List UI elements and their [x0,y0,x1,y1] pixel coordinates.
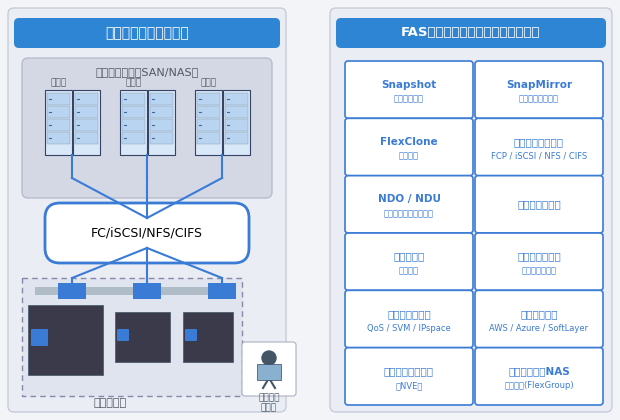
Bar [150,119,173,131]
Bar [150,106,173,118]
Bar [75,93,98,105]
FancyBboxPatch shape [336,18,606,48]
Bar [225,119,248,131]
FancyBboxPatch shape [45,203,249,263]
FancyBboxPatch shape [345,290,473,348]
Text: スケールアップ: スケールアップ [521,266,557,276]
Bar [122,132,145,144]
FancyBboxPatch shape [330,8,612,412]
Text: FASの様々なデータ管理機能を搭載: FASの様々なデータ管理機能を搭載 [401,26,541,39]
Bar [73,90,100,155]
Text: FC/iSCSI/NFS/CIFS: FC/iSCSI/NFS/CIFS [91,226,203,239]
Bar [122,93,145,105]
Bar [47,93,70,105]
Circle shape [262,351,276,365]
FancyBboxPatch shape [475,348,603,405]
Bar [47,106,70,118]
FancyBboxPatch shape [345,61,473,118]
Bar [148,90,175,155]
Bar [122,119,145,131]
FancyBboxPatch shape [475,118,603,176]
Bar [35,287,223,295]
Bar [133,283,161,299]
Text: ユニファイド（SAN/NAS）: ユニファイド（SAN/NAS） [95,67,198,77]
FancyBboxPatch shape [345,176,473,233]
Text: （NVE）: （NVE） [396,381,423,390]
Bar [28,305,103,375]
Text: FlexClone: FlexClone [380,137,438,147]
Bar [183,312,233,362]
Bar [257,364,281,380]
Bar [197,106,220,118]
Text: FCP / iSCSI / NFS / CIFS: FCP / iSCSI / NFS / CIFS [491,152,587,161]
Text: Snapshot: Snapshot [381,79,436,89]
Text: レプリケーション: レプリケーション [519,94,559,103]
Bar [223,90,250,155]
Text: クラスター: クラスター [94,398,126,408]
Bar [225,132,248,144]
Bar [225,93,248,105]
Text: コンテナ(FlexGroup): コンテナ(FlexGroup) [504,381,574,390]
Bar [208,283,236,299]
Bar [75,132,98,144]
Text: ボリューム暗号化: ボリューム暗号化 [384,366,434,376]
Text: 重複排除: 重複排除 [399,266,419,276]
Bar [197,93,220,105]
Text: SnapMirror: SnapMirror [506,79,572,89]
FancyBboxPatch shape [475,176,603,233]
FancyBboxPatch shape [22,58,272,198]
Bar [115,312,170,362]
Bar [58,283,86,299]
Bar [150,93,173,105]
Bar [75,119,98,131]
FancyBboxPatch shape [475,61,603,118]
FancyBboxPatch shape [14,18,280,48]
Text: スケールアウト: スケールアウト [517,252,561,262]
Text: QoS / SVM / IPspace: QoS / SVM / IPspace [367,324,451,333]
Text: サーバ: サーバ [51,79,67,87]
FancyBboxPatch shape [117,329,129,341]
Text: スケーラブルNAS: スケーラブルNAS [508,366,570,376]
Text: マルチテナント: マルチテナント [387,309,431,319]
Text: クローン: クローン [399,152,419,161]
Bar [225,106,248,118]
Bar [120,90,147,155]
Bar [195,90,222,155]
FancyBboxPatch shape [31,329,48,346]
FancyBboxPatch shape [345,118,473,176]
Text: 無停止オペレーション: 無停止オペレーション [384,209,434,218]
FancyBboxPatch shape [185,329,197,341]
Bar [122,106,145,118]
Bar [197,132,220,144]
Text: サーバ: サーバ [201,79,217,87]
Bar [197,119,220,131]
Bar [150,132,173,144]
FancyBboxPatch shape [475,290,603,348]
FancyBboxPatch shape [345,233,473,290]
FancyBboxPatch shape [345,348,473,405]
Text: バックアップ: バックアップ [394,94,424,103]
Text: クラウド連携: クラウド連携 [520,309,558,319]
Bar [45,90,72,155]
Text: マルチプロトコル対応: マルチプロトコル対応 [105,26,189,40]
Text: AWS / Azure / SoftLayer: AWS / Azure / SoftLayer [489,324,588,333]
Text: インライン: インライン [393,252,425,262]
Bar [75,106,98,118]
Bar [47,119,70,131]
FancyBboxPatch shape [242,342,296,396]
Bar [47,132,70,144]
Text: クラスタ
管理者: クラスタ 管理者 [259,393,280,413]
Text: インライン圧縮: インライン圧縮 [517,200,561,209]
Text: サーバ: サーバ [126,79,142,87]
Bar [22,278,242,396]
FancyBboxPatch shape [475,233,603,290]
FancyBboxPatch shape [8,8,286,412]
Text: NDO / NDU: NDO / NDU [378,194,440,204]
Text: マルチプロトコル: マルチプロトコル [514,137,564,147]
